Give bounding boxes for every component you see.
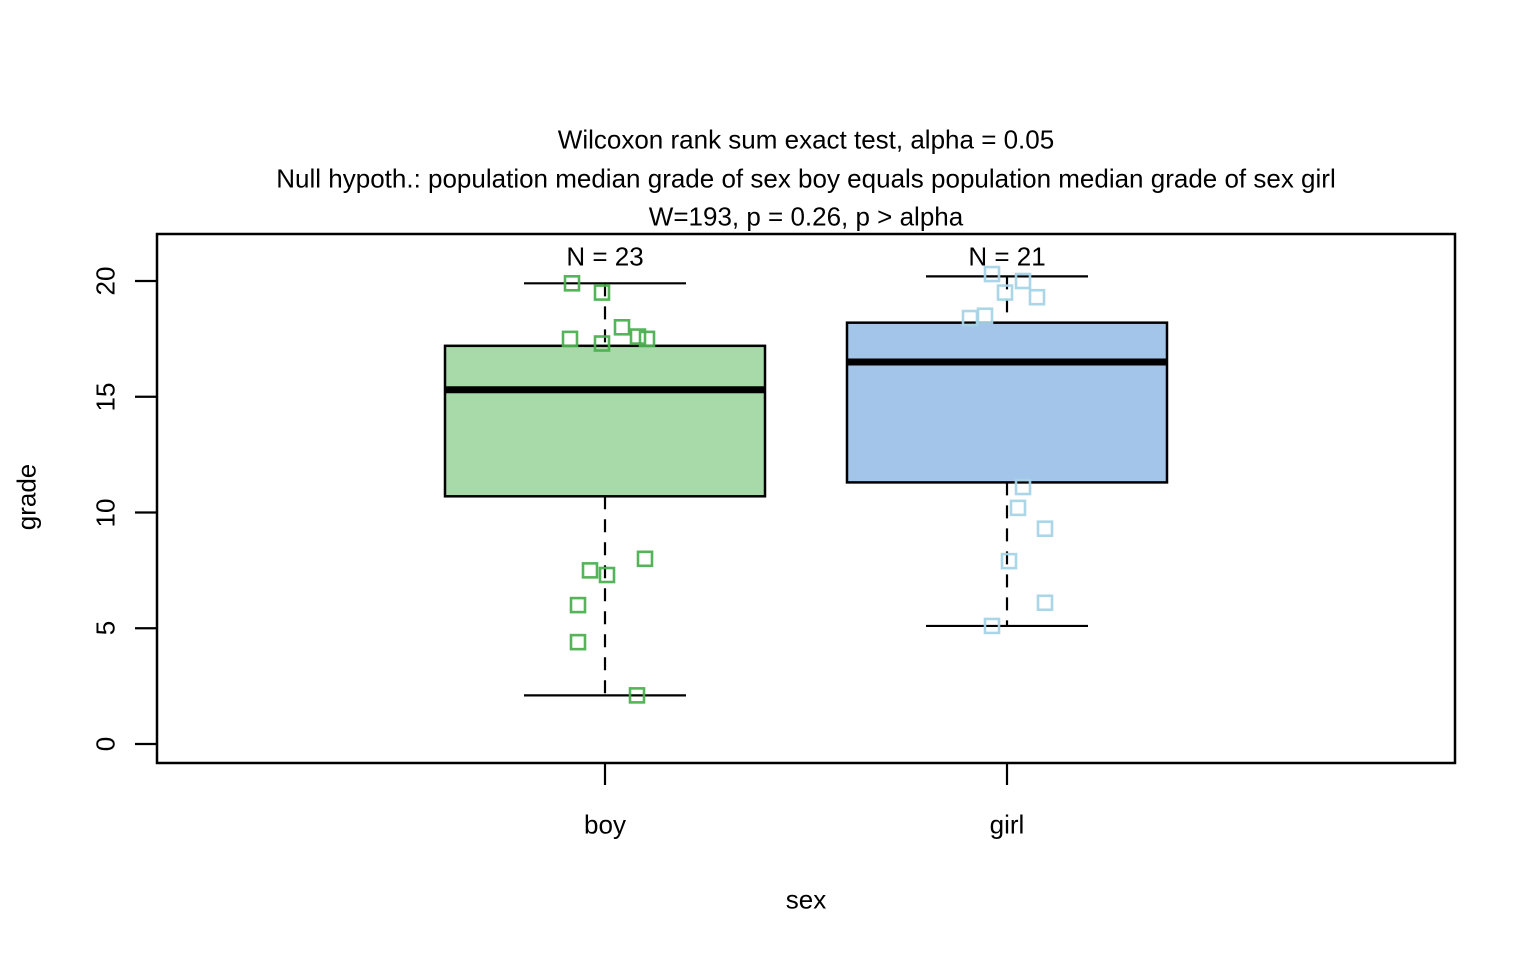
iqr-box-boy: [443, 344, 767, 498]
data-point-girl: [983, 617, 1001, 635]
data-point-boy: [629, 328, 647, 345]
data-point-girl: [1014, 478, 1032, 496]
y-tick-label-5: 5: [90, 621, 121, 636]
plot-frame: [155, 232, 1457, 765]
y-tick-label-0: 0: [90, 736, 121, 752]
chart-title-line-3: W=193, p = 0.26, p > alpha: [648, 201, 964, 232]
data-point-boy: [636, 550, 654, 568]
x-category-label-girl: girl: [989, 809, 1025, 840]
y-axis-label: grade: [11, 463, 42, 531]
data-point-girl: [1009, 499, 1027, 517]
data-point-girl: [976, 307, 994, 325]
data-point-boy: [581, 562, 599, 579]
y-tick-label-15: 15: [90, 382, 121, 412]
data-point-boy: [598, 566, 616, 584]
n-label-boy: N = 23: [566, 241, 644, 272]
data-point-boy: [593, 335, 611, 352]
y-tick-label-20: 20: [90, 266, 121, 296]
data-point-girl: [996, 284, 1014, 301]
data-point-boy: [593, 284, 611, 301]
data-point-boy: [638, 330, 656, 348]
data-point-girl: [1028, 288, 1046, 306]
data-point-boy: [563, 275, 581, 292]
data-point-boy: [628, 687, 646, 704]
chart-title-line-2: Null hypoth.: population median grade of…: [276, 163, 1336, 194]
data-point-boy: [569, 633, 587, 651]
data-point-boy: [613, 318, 631, 336]
data-point-girl: [1000, 552, 1018, 570]
data-point-boy: [561, 330, 579, 348]
data-point-boy: [569, 596, 587, 614]
data-point-girl: [1014, 272, 1032, 290]
data-point-girl: [983, 265, 1001, 283]
chart-title-line-1: Wilcoxon rank sum exact test, alpha = 0.…: [557, 124, 1055, 155]
n-label-girl: N = 21: [968, 241, 1046, 272]
x-category-label-boy: boy: [584, 809, 626, 840]
y-tick-label-10: 10: [90, 498, 121, 527]
data-point-girl: [961, 309, 979, 327]
data-point-girl: [1036, 520, 1054, 538]
iqr-box-girl: [845, 321, 1169, 484]
data-point-girl: [1036, 594, 1054, 612]
x-axis-label: sex: [785, 884, 827, 915]
